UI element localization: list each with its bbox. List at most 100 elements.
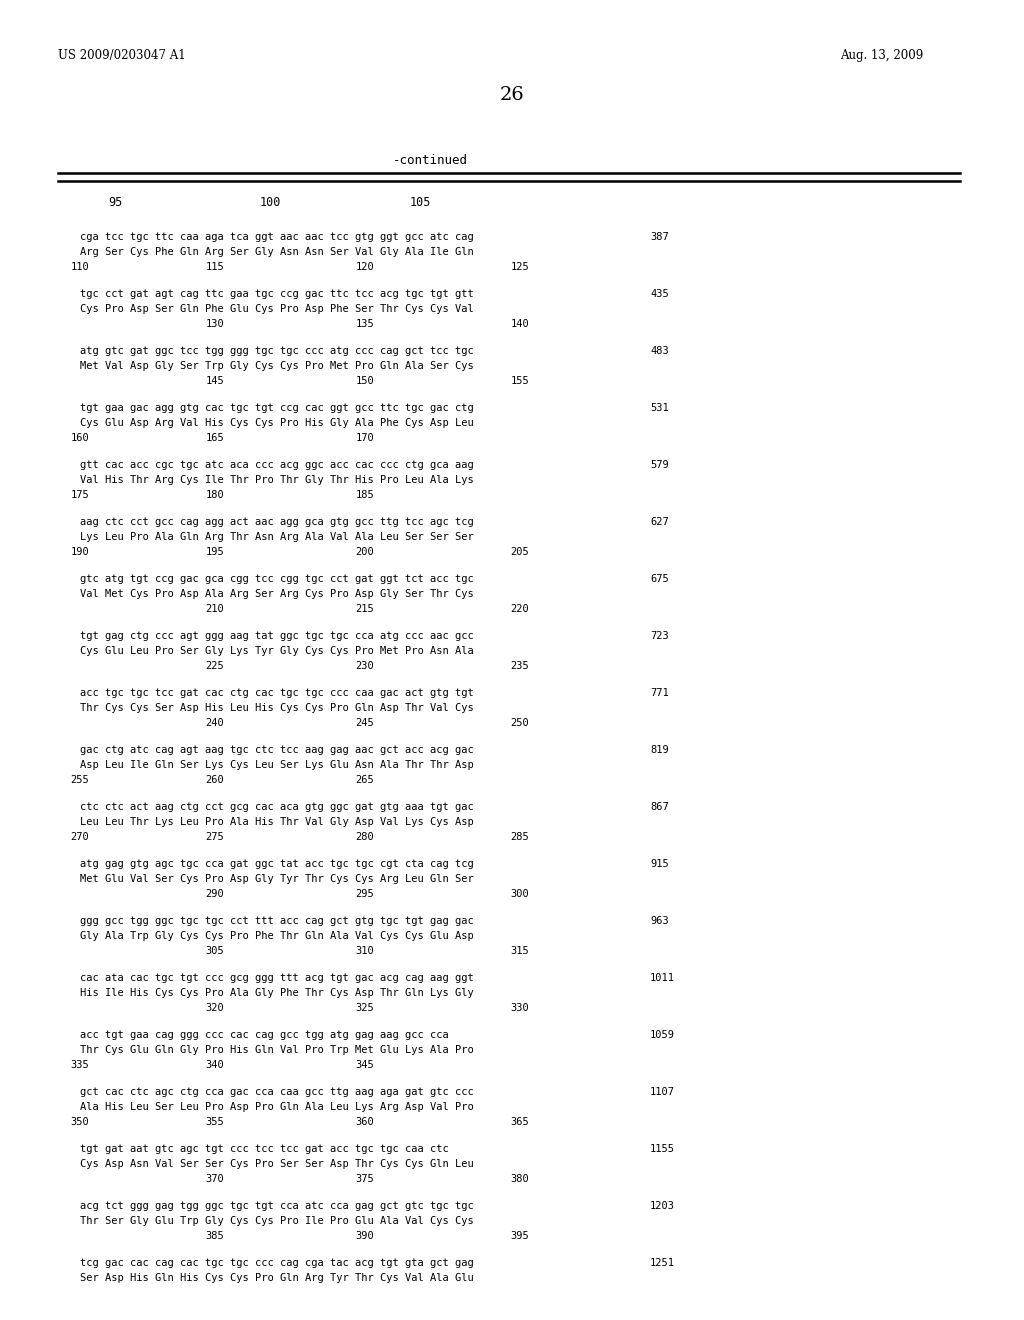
Text: tgc cct gat agt cag ttc gaa tgc ccg gac ttc tcc acg tgc tgt gtt: tgc cct gat agt cag ttc gaa tgc ccg gac … xyxy=(80,289,474,300)
Text: 320: 320 xyxy=(206,1003,224,1012)
Text: Met Val Asp Gly Ser Trp Gly Cys Cys Pro Met Pro Gln Ala Ser Cys: Met Val Asp Gly Ser Trp Gly Cys Cys Pro … xyxy=(80,360,474,371)
Text: 185: 185 xyxy=(355,490,375,500)
Text: tgt gat aat gtc agc tgt ccc tcc tcc gat acc tgc tgc caa ctc: tgt gat aat gtc agc tgt ccc tcc tcc gat … xyxy=(80,1144,449,1154)
Text: 165: 165 xyxy=(206,433,224,444)
Text: Val His Thr Arg Cys Ile Thr Pro Thr Gly Thr His Pro Leu Ala Lys: Val His Thr Arg Cys Ile Thr Pro Thr Gly … xyxy=(80,475,474,484)
Text: 335: 335 xyxy=(71,1060,89,1071)
Text: 190: 190 xyxy=(71,546,89,557)
Text: 195: 195 xyxy=(206,546,224,557)
Text: 235: 235 xyxy=(511,661,529,671)
Text: 771: 771 xyxy=(650,688,669,698)
Text: Ala His Leu Ser Leu Pro Asp Pro Gln Ala Leu Lys Arg Asp Val Pro: Ala His Leu Ser Leu Pro Asp Pro Gln Ala … xyxy=(80,1102,474,1111)
Text: Asp Leu Ile Gln Ser Lys Cys Leu Ser Lys Glu Asn Ala Thr Thr Asp: Asp Leu Ile Gln Ser Lys Cys Leu Ser Lys … xyxy=(80,760,474,770)
Text: 225: 225 xyxy=(206,661,224,671)
Text: 1059: 1059 xyxy=(650,1030,675,1040)
Text: 1011: 1011 xyxy=(650,973,675,983)
Text: gtc atg tgt ccg gac gca cgg tcc cgg tgc cct gat ggt tct acc tgc: gtc atg tgt ccg gac gca cgg tcc cgg tgc … xyxy=(80,574,474,583)
Text: 130: 130 xyxy=(206,319,224,329)
Text: 145: 145 xyxy=(206,376,224,385)
Text: 170: 170 xyxy=(355,433,375,444)
Text: 105: 105 xyxy=(410,195,431,209)
Text: Aug. 13, 2009: Aug. 13, 2009 xyxy=(840,49,924,62)
Text: 819: 819 xyxy=(650,744,669,755)
Text: gac ctg atc cag agt aag tgc ctc tcc aag gag aac gct acc acg gac: gac ctg atc cag agt aag tgc ctc tcc aag … xyxy=(80,744,474,755)
Text: 150: 150 xyxy=(355,376,375,385)
Text: 265: 265 xyxy=(355,775,375,785)
Text: Met Glu Val Ser Cys Pro Asp Gly Tyr Thr Cys Cys Arg Leu Gln Ser: Met Glu Val Ser Cys Pro Asp Gly Tyr Thr … xyxy=(80,874,474,884)
Text: Cys Glu Asp Arg Val His Cys Cys Pro His Gly Ala Phe Cys Asp Leu: Cys Glu Asp Arg Val His Cys Cys Pro His … xyxy=(80,418,474,428)
Text: cac ata cac tgc tgt ccc gcg ggg ttt acg tgt gac acg cag aag ggt: cac ata cac tgc tgt ccc gcg ggg ttt acg … xyxy=(80,973,474,983)
Text: His Ile His Cys Cys Pro Ala Gly Phe Thr Cys Asp Thr Gln Lys Gly: His Ile His Cys Cys Pro Ala Gly Phe Thr … xyxy=(80,987,474,998)
Text: Ser Asp His Gln His Cys Cys Pro Gln Arg Tyr Thr Cys Val Ala Glu: Ser Asp His Gln His Cys Cys Pro Gln Arg … xyxy=(80,1272,474,1283)
Text: 300: 300 xyxy=(511,888,529,899)
Text: gct cac ctc agc ctg cca gac cca caa gcc ttg aag aga gat gtc ccc: gct cac ctc agc ctg cca gac cca caa gcc … xyxy=(80,1086,474,1097)
Text: 230: 230 xyxy=(355,661,375,671)
Text: 1203: 1203 xyxy=(650,1201,675,1210)
Text: 723: 723 xyxy=(650,631,669,642)
Text: 255: 255 xyxy=(71,775,89,785)
Text: 135: 135 xyxy=(355,319,375,329)
Text: 435: 435 xyxy=(650,289,669,300)
Text: 370: 370 xyxy=(206,1173,224,1184)
Text: 330: 330 xyxy=(511,1003,529,1012)
Text: gtt cac acc cgc tgc atc aca ccc acg ggc acc cac ccc ctg gca aag: gtt cac acc cgc tgc atc aca ccc acg ggc … xyxy=(80,459,474,470)
Text: Leu Leu Thr Lys Leu Pro Ala His Thr Val Gly Asp Val Lys Cys Asp: Leu Leu Thr Lys Leu Pro Ala His Thr Val … xyxy=(80,817,474,828)
Text: 120: 120 xyxy=(355,261,375,272)
Text: 360: 360 xyxy=(355,1117,375,1127)
Text: acc tgc tgc tcc gat cac ctg cac tgc tgc ccc caa gac act gtg tgt: acc tgc tgc tcc gat cac ctg cac tgc tgc … xyxy=(80,688,474,698)
Text: 355: 355 xyxy=(206,1117,224,1127)
Text: 290: 290 xyxy=(206,888,224,899)
Text: Lys Leu Pro Ala Gln Arg Thr Asn Arg Ala Val Ala Leu Ser Ser Ser: Lys Leu Pro Ala Gln Arg Thr Asn Arg Ala … xyxy=(80,532,474,543)
Text: 325: 325 xyxy=(355,1003,375,1012)
Text: 215: 215 xyxy=(355,605,375,614)
Text: 160: 160 xyxy=(71,433,89,444)
Text: 200: 200 xyxy=(355,546,375,557)
Text: Gly Ala Trp Gly Cys Cys Pro Phe Thr Gln Ala Val Cys Cys Glu Asp: Gly Ala Trp Gly Cys Cys Pro Phe Thr Gln … xyxy=(80,931,474,941)
Text: Cys Pro Asp Ser Gln Phe Glu Cys Pro Asp Phe Ser Thr Cys Cys Val: Cys Pro Asp Ser Gln Phe Glu Cys Pro Asp … xyxy=(80,304,474,314)
Text: 250: 250 xyxy=(511,718,529,729)
Text: 963: 963 xyxy=(650,916,669,927)
Text: 260: 260 xyxy=(206,775,224,785)
Text: 340: 340 xyxy=(206,1060,224,1071)
Text: acg tct ggg gag tgg ggc tgc tgt cca atc cca gag gct gtc tgc tgc: acg tct ggg gag tgg ggc tgc tgt cca atc … xyxy=(80,1201,474,1210)
Text: Thr Cys Glu Gln Gly Pro His Gln Val Pro Trp Met Glu Lys Ala Pro: Thr Cys Glu Gln Gly Pro His Gln Val Pro … xyxy=(80,1045,474,1055)
Text: 915: 915 xyxy=(650,859,669,869)
Text: 270: 270 xyxy=(71,832,89,842)
Text: 390: 390 xyxy=(355,1232,375,1241)
Text: tgt gaa gac agg gtg cac tgc tgt ccg cac ggt gcc ttc tgc gac ctg: tgt gaa gac agg gtg cac tgc tgt ccg cac … xyxy=(80,403,474,413)
Text: 385: 385 xyxy=(206,1232,224,1241)
Text: 675: 675 xyxy=(650,574,669,583)
Text: 240: 240 xyxy=(206,718,224,729)
Text: Thr Cys Cys Ser Asp His Leu His Cys Cys Pro Gln Asp Thr Val Cys: Thr Cys Cys Ser Asp His Leu His Cys Cys … xyxy=(80,704,474,713)
Text: 483: 483 xyxy=(650,346,669,356)
Text: 110: 110 xyxy=(71,261,89,272)
Text: 867: 867 xyxy=(650,803,669,812)
Text: 26: 26 xyxy=(500,86,524,104)
Text: 205: 205 xyxy=(511,546,529,557)
Text: 285: 285 xyxy=(511,832,529,842)
Text: Cys Glu Leu Pro Ser Gly Lys Tyr Gly Cys Cys Pro Met Pro Asn Ala: Cys Glu Leu Pro Ser Gly Lys Tyr Gly Cys … xyxy=(80,645,474,656)
Text: 579: 579 xyxy=(650,459,669,470)
Text: 1107: 1107 xyxy=(650,1086,675,1097)
Text: 387: 387 xyxy=(650,232,669,242)
Text: tgt gag ctg ccc agt ggg aag tat ggc tgc tgc cca atg ccc aac gcc: tgt gag ctg ccc agt ggg aag tat ggc tgc … xyxy=(80,631,474,642)
Text: atg gtc gat ggc tcc tgg ggg tgc tgc ccc atg ccc cag gct tcc tgc: atg gtc gat ggc tcc tgg ggg tgc tgc ccc … xyxy=(80,346,474,356)
Text: Val Met Cys Pro Asp Ala Arg Ser Arg Cys Pro Asp Gly Ser Thr Cys: Val Met Cys Pro Asp Ala Arg Ser Arg Cys … xyxy=(80,589,474,599)
Text: 245: 245 xyxy=(355,718,375,729)
Text: 1155: 1155 xyxy=(650,1144,675,1154)
Text: 345: 345 xyxy=(355,1060,375,1071)
Text: 627: 627 xyxy=(650,517,669,527)
Text: Cys Asp Asn Val Ser Ser Cys Pro Ser Ser Asp Thr Cys Cys Gln Leu: Cys Asp Asn Val Ser Ser Cys Pro Ser Ser … xyxy=(80,1159,474,1170)
Text: 315: 315 xyxy=(511,946,529,956)
Text: 375: 375 xyxy=(355,1173,375,1184)
Text: 115: 115 xyxy=(206,261,224,272)
Text: 220: 220 xyxy=(511,605,529,614)
Text: tcg gac cac cag cac tgc tgc ccc cag cga tac acg tgt gta gct gag: tcg gac cac cag cac tgc tgc ccc cag cga … xyxy=(80,1258,474,1269)
Text: cga tcc tgc ttc caa aga tca ggt aac aac tcc gtg ggt gcc atc cag: cga tcc tgc ttc caa aga tca ggt aac aac … xyxy=(80,232,474,242)
Text: 95: 95 xyxy=(108,195,122,209)
Text: aag ctc cct gcc cag agg act aac agg gca gtg gcc ttg tcc agc tcg: aag ctc cct gcc cag agg act aac agg gca … xyxy=(80,517,474,527)
Text: 295: 295 xyxy=(355,888,375,899)
Text: ggg gcc tgg ggc tgc tgc cct ttt acc cag gct gtg tgc tgt gag gac: ggg gcc tgg ggc tgc tgc cct ttt acc cag … xyxy=(80,916,474,927)
Text: 310: 310 xyxy=(355,946,375,956)
Text: Arg Ser Cys Phe Gln Arg Ser Gly Asn Asn Ser Val Gly Ala Ile Gln: Arg Ser Cys Phe Gln Arg Ser Gly Asn Asn … xyxy=(80,247,474,257)
